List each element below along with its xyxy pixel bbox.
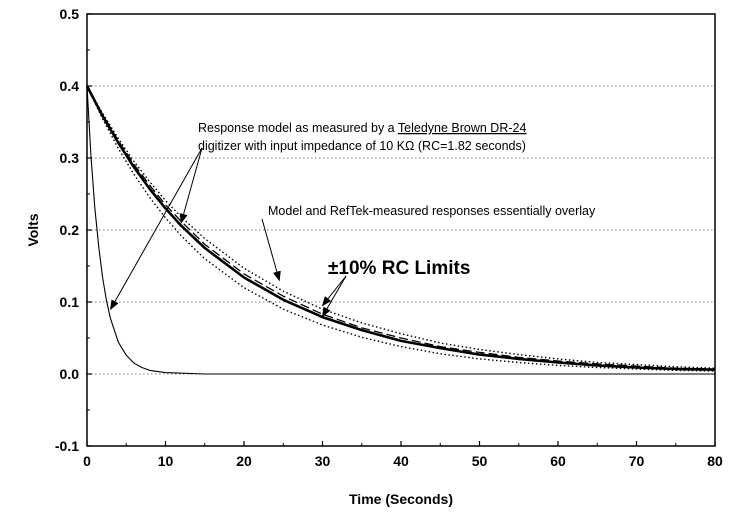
y-tick-label: 0.1 — [60, 294, 80, 310]
x-tick-label: 30 — [315, 453, 331, 469]
annotation-arrow — [321, 275, 347, 318]
tick-marks — [86, 13, 716, 447]
x-tick-labels: 0 10 20 30 40 50 60 70 80 — [83, 453, 723, 469]
plot-frame — [86, 13, 716, 447]
y-tick-label: 0.4 — [60, 78, 80, 94]
y-axis-label: Volts — [25, 213, 41, 246]
y-tick-label: 0.2 — [60, 222, 80, 238]
annotation-text: ±10% RC Limits — [328, 258, 470, 279]
x-tick-label: 0 — [83, 453, 91, 469]
annotation-text: Model and RefTek-measured responses esse… — [268, 204, 596, 218]
annotation-dr24: Response model as measured by a Teledyne… — [110, 121, 526, 311]
annotation-text-part: Model and RefTek-measured responses esse… — [268, 204, 596, 218]
y-tick-label: 0.3 — [60, 150, 80, 166]
y-tick-label: -0.1 — [55, 438, 79, 454]
annotation-arrow — [321, 275, 347, 307]
annotation-text-part: ±10% RC Limits — [328, 258, 470, 279]
annotation-overlay: Model and RefTek-measured responses esse… — [261, 204, 596, 282]
x-tick-label: 40 — [393, 453, 409, 469]
y-tick-label: 0.5 — [60, 6, 80, 22]
annotation-text-part: Teledyne Brown DR-24 — [398, 121, 527, 135]
annotation-arrow — [261, 218, 281, 282]
x-tick-label: 50 — [472, 453, 488, 469]
x-tick-label: 20 — [236, 453, 252, 469]
series-line-4 — [86, 85, 716, 372]
x-tick-label: 60 — [550, 453, 566, 469]
annotation-text-part: digitizer with input impedance of 10 KΩ … — [198, 139, 526, 153]
y-tick-label: 0.0 — [60, 366, 80, 382]
series-line-0 — [86, 85, 715, 375]
series-line-2 — [86, 85, 716, 370]
annotation-arrow — [110, 147, 203, 311]
annotation-text-part: Response model as measured by a — [198, 121, 398, 135]
annotation-limits: ±10% RC Limits — [321, 258, 470, 318]
x-tick-label: 10 — [158, 453, 174, 469]
annotation-arrow — [179, 147, 203, 224]
annotation-text: Response model as measured by a Teledyne… — [198, 121, 526, 135]
annotations: Response model as measured by a Teledyne… — [110, 121, 596, 318]
x-tick-label: 80 — [707, 453, 723, 469]
x-tick-label: 70 — [629, 453, 645, 469]
x-axis-label: Time (Seconds) — [349, 491, 453, 507]
y-tick-labels: -0.1 0.0 0.1 0.2 0.3 0.4 0.5 — [55, 6, 79, 454]
annotation-text: digitizer with input impedance of 10 KΩ … — [198, 139, 526, 153]
